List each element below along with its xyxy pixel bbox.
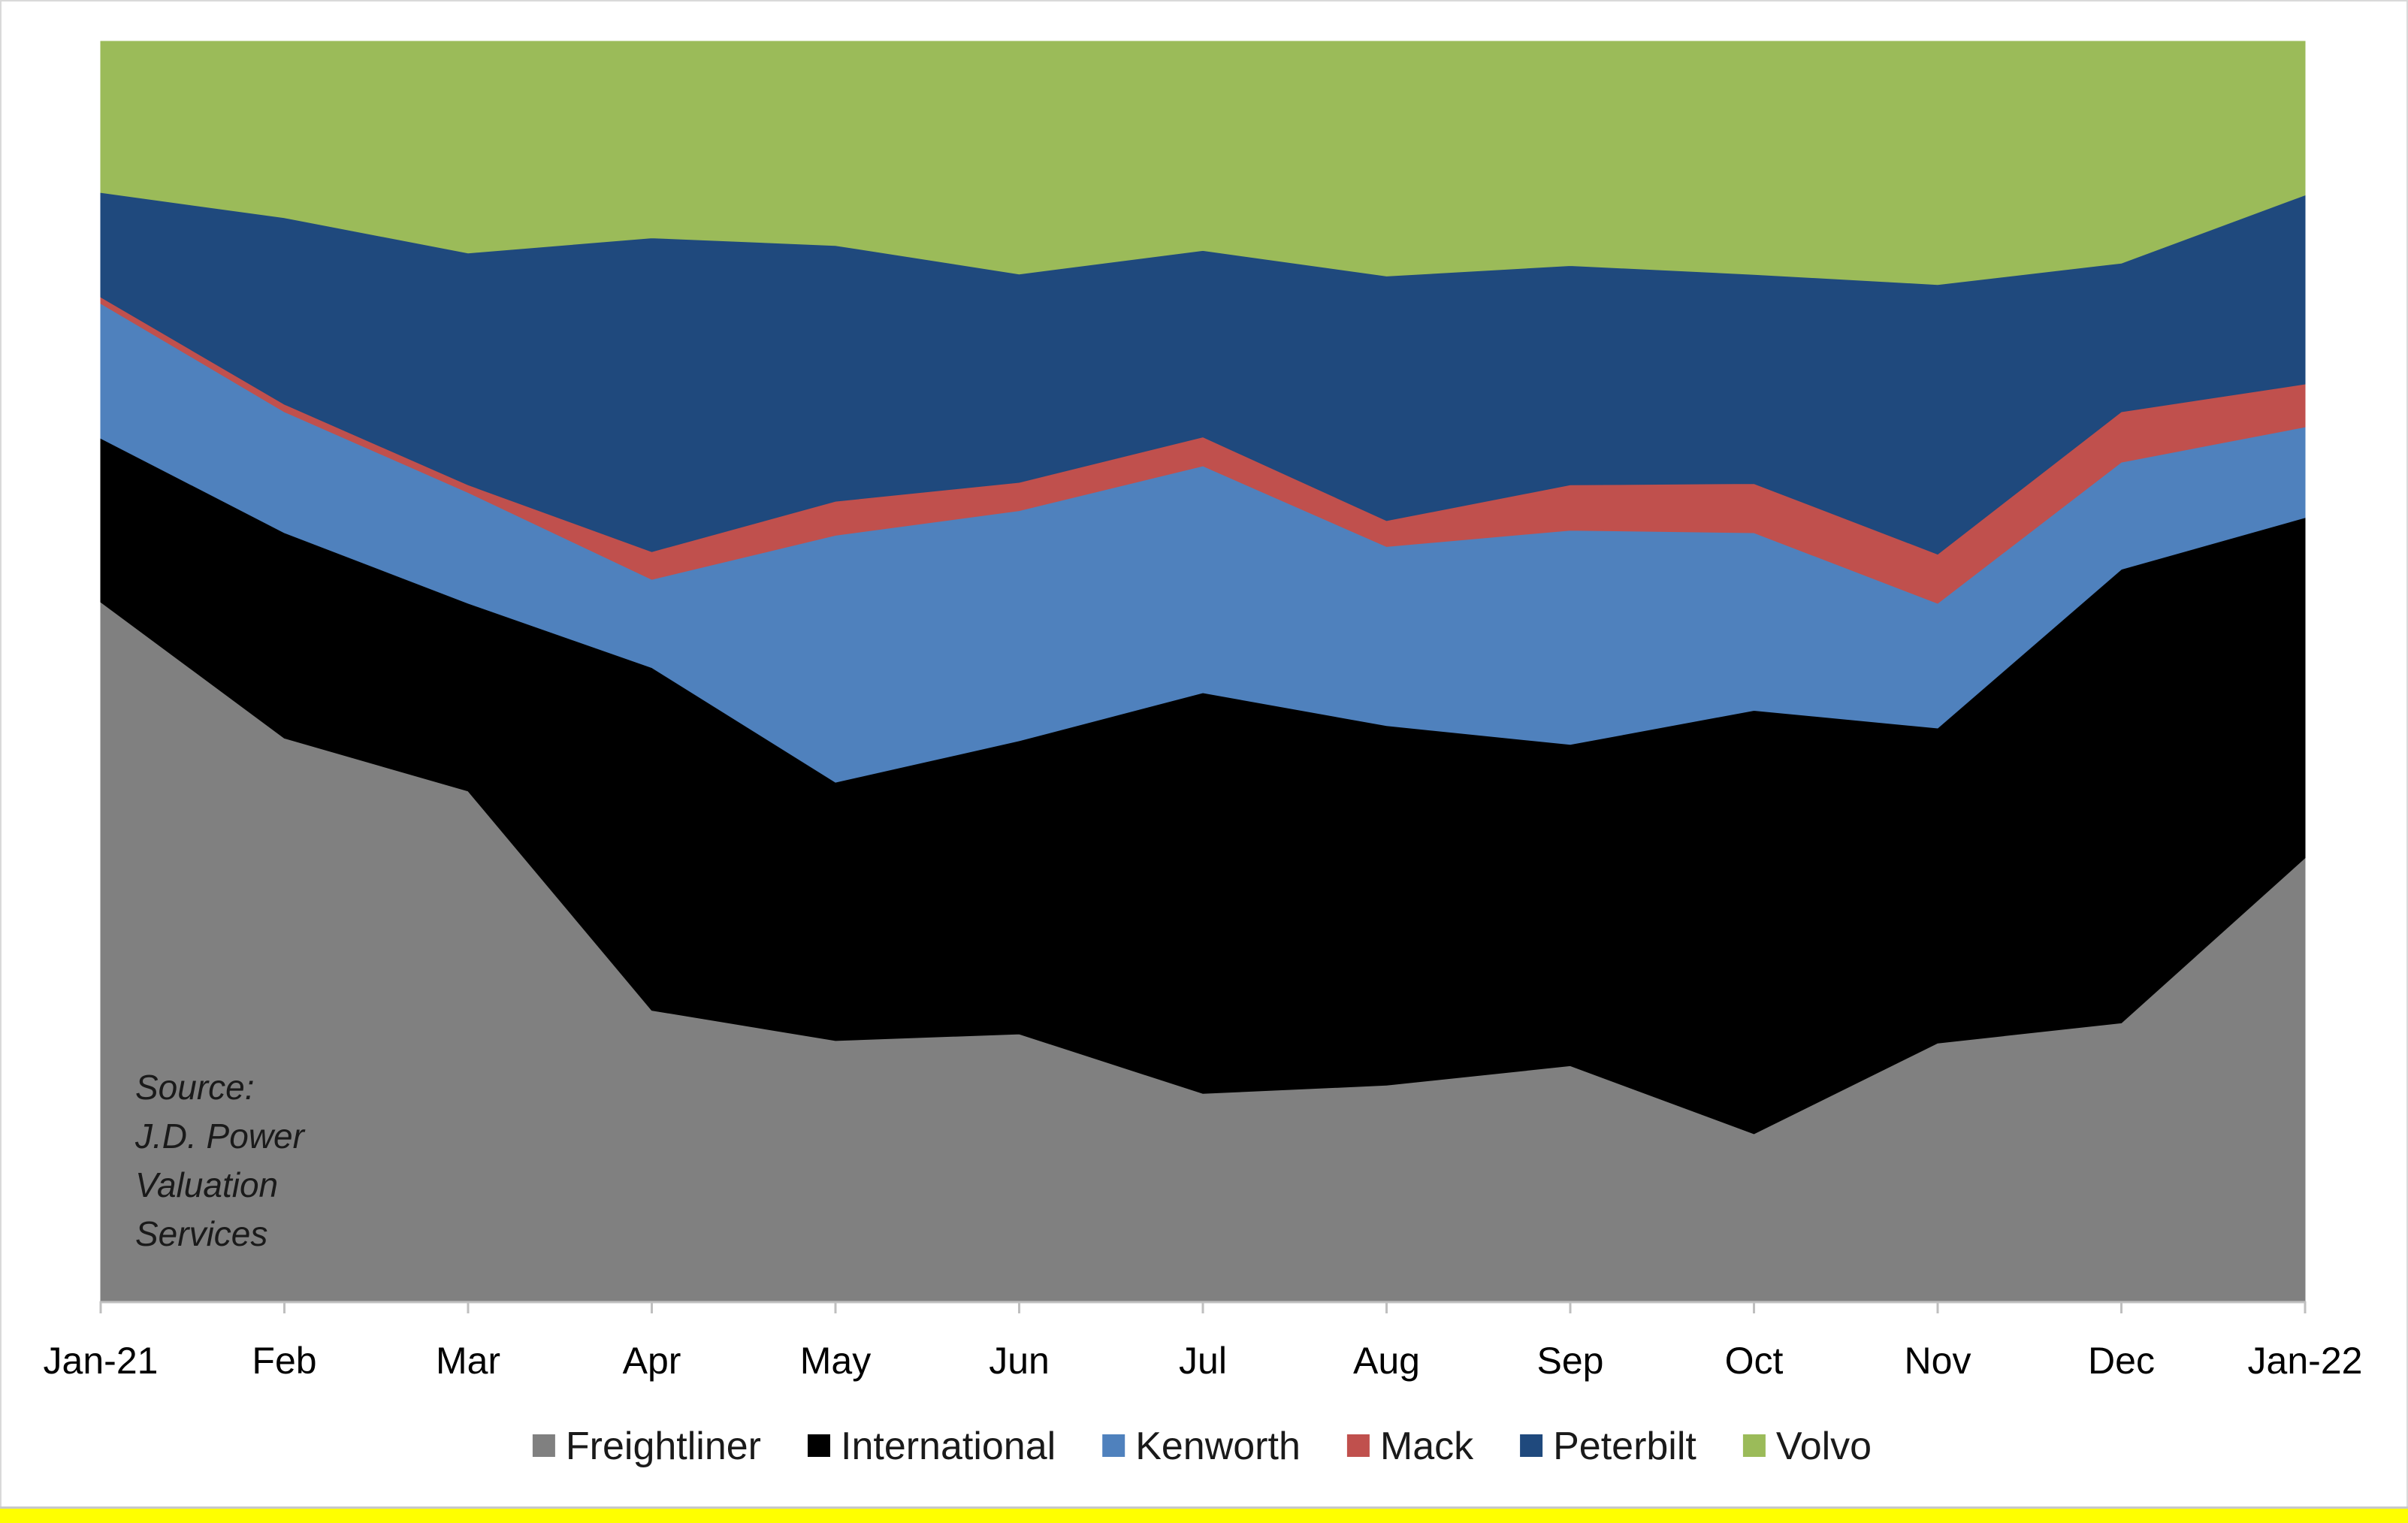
x-tick-label: Jun [989, 1340, 1050, 1382]
legend-swatch [532, 1434, 555, 1457]
x-tick-label: Feb [252, 1340, 316, 1382]
legend-item-peterbilt: Peterbilt [1520, 1425, 1696, 1468]
area-volvo [100, 41, 2306, 286]
legend-swatch [1102, 1434, 1125, 1457]
x-tick-label: Sep [1537, 1340, 1604, 1382]
legend-label: Kenworth [1135, 1425, 1301, 1468]
legend-item-freightliner: Freightliner [532, 1425, 761, 1468]
x-tick-label: Dec [2088, 1340, 2155, 1382]
legend-item-mack: Mack [1346, 1425, 1474, 1468]
legend-label: Peterbilt [1553, 1425, 1696, 1468]
legend-label: International [841, 1425, 1056, 1468]
legend: Freightliner International Kenworth Mack Pet… [532, 1425, 1872, 1468]
x-tick-label: May [800, 1340, 871, 1382]
legend-item-international: International [808, 1425, 1056, 1468]
x-axis-tick-labels: Jan-21 Feb Mar Apr May Jun Jul Aug Sep Oct Nov Dec J… [44, 1340, 2363, 1382]
x-tick-label: Apr [623, 1340, 681, 1382]
x-tick-label: Jan-22 [2248, 1340, 2363, 1382]
bottom-highlight-band [0, 1506, 2408, 1523]
x-tick-label: Aug [1353, 1340, 1420, 1382]
x-tick-label: Mar [436, 1340, 500, 1382]
source-annotation: Source: J.D. Power Valuation Services [134, 1068, 306, 1253]
legend-swatch [1520, 1434, 1543, 1457]
source-annotation-line: Services [135, 1214, 267, 1253]
x-tick-label: Nov [1905, 1340, 1971, 1382]
legend-item-kenworth: Kenworth [1102, 1425, 1301, 1468]
x-tick-label: Oct [1725, 1340, 1784, 1382]
source-annotation-line: J.D. Power [134, 1117, 306, 1156]
x-axis-ticks [99, 1301, 2307, 1313]
legend-label: Mack [1380, 1425, 1474, 1468]
legend-swatch [808, 1434, 830, 1457]
source-annotation-line: Valuation [135, 1165, 278, 1204]
legend-swatch [1742, 1434, 1766, 1457]
legend-item-volvo: Volvo [1742, 1425, 1872, 1468]
legend-swatch [1346, 1434, 1370, 1457]
legend-label: Freightliner [566, 1425, 761, 1468]
legend-label: Volvo [1776, 1425, 1872, 1468]
x-tick-label: Jan-21 [44, 1340, 159, 1382]
area-series-group [100, 41, 2306, 1302]
source-annotation-line: Source: [135, 1068, 255, 1107]
x-tick-label: Jul [1179, 1340, 1227, 1382]
